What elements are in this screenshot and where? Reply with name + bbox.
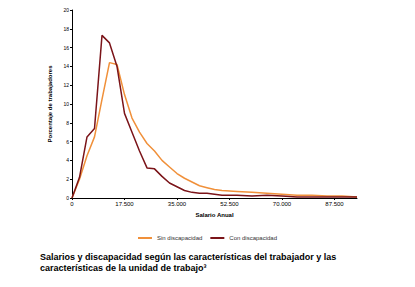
- svg-text:4: 4: [66, 157, 69, 163]
- svg-text:52.500: 52.500: [220, 201, 239, 207]
- html-text:Salarios y discapacidad según: Salarios y discapacidad según las caract…: [40, 252, 337, 273]
- svg-text:87.500: 87.500: [325, 201, 344, 207]
- svg-text:12: 12: [63, 82, 69, 88]
- svg-text:70.000: 70.000: [273, 201, 292, 207]
- svg-text:35.000: 35.000: [168, 201, 187, 207]
- svg-text:8: 8: [66, 120, 69, 126]
- svg-text:20: 20: [63, 7, 69, 13]
- svg-text:2: 2: [66, 176, 69, 182]
- svg-text:17.500: 17.500: [115, 201, 134, 207]
- svg-text:Porcentaje de trabajadores: Porcentaje de trabajadores: [47, 65, 53, 143]
- svg-text:16: 16: [63, 45, 69, 51]
- svg-text:Con discapacidad: Con discapacidad: [229, 235, 277, 241]
- svg-text:10: 10: [63, 101, 69, 107]
- svg-text:6: 6: [66, 139, 69, 145]
- svg-text:Salario Anual: Salario Anual: [195, 212, 233, 218]
- svg-text:Sin discapacidad: Sin discapacidad: [157, 235, 202, 241]
- svg-text:0: 0: [70, 201, 74, 207]
- svg-text:14: 14: [63, 63, 69, 69]
- svg-text:0: 0: [66, 195, 69, 201]
- svg-text:18: 18: [63, 26, 69, 32]
